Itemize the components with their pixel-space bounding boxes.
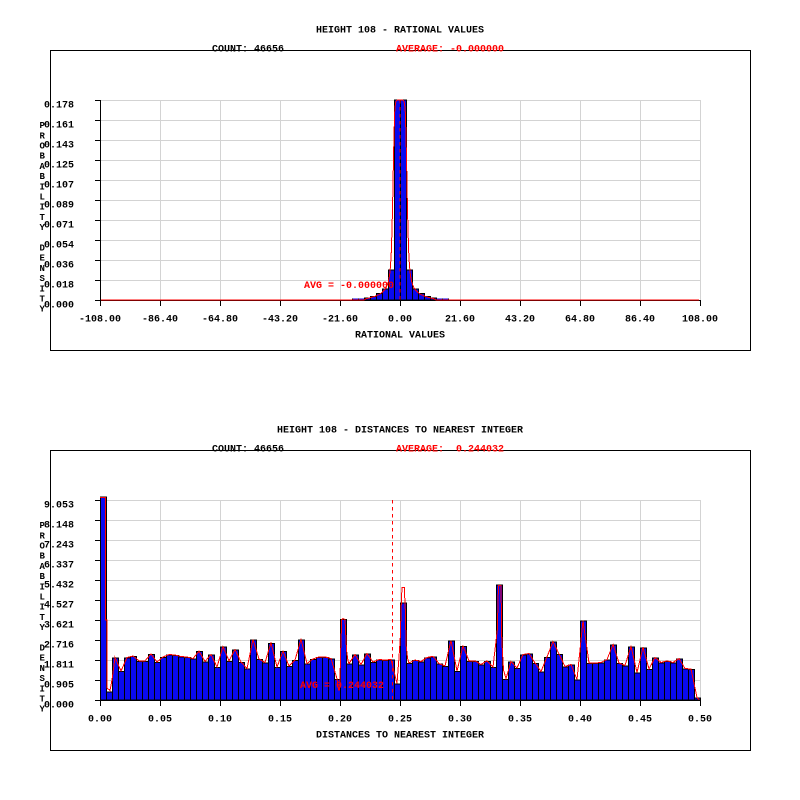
svg-text:I: I xyxy=(40,284,45,294)
svg-text:L: L xyxy=(40,193,45,203)
svg-text:T: T xyxy=(40,613,46,623)
svg-text:N: N xyxy=(40,264,45,274)
svg-text:O: O xyxy=(40,542,46,552)
svg-text:0.25: 0.25 xyxy=(388,715,412,726)
svg-text:AVG = -0.000000: AVG = -0.000000 xyxy=(304,281,394,292)
svg-text:D: D xyxy=(40,644,46,654)
svg-text:0.161: 0.161 xyxy=(44,121,74,132)
svg-text:RATIONAL VALUES: RATIONAL VALUES xyxy=(355,331,445,342)
svg-text:Y: Y xyxy=(40,223,46,233)
svg-text:0.50: 0.50 xyxy=(688,715,712,726)
svg-text:0.036: 0.036 xyxy=(44,261,74,272)
svg-text:I: I xyxy=(40,582,45,592)
svg-text:I: I xyxy=(40,182,45,192)
svg-text:AVERAGE: -0.000000: AVERAGE: -0.000000 xyxy=(396,45,504,56)
svg-text:0.000: 0.000 xyxy=(44,301,74,312)
svg-text:64.80: 64.80 xyxy=(565,315,595,326)
svg-text:0.45: 0.45 xyxy=(628,715,652,726)
svg-text:E: E xyxy=(40,654,46,664)
svg-text:S: S xyxy=(40,674,46,684)
svg-text:0.05: 0.05 xyxy=(148,715,172,726)
svg-text:DISTANCES TO NEAREST INTEGER: DISTANCES TO NEAREST INTEGER xyxy=(316,731,484,742)
svg-text:6.337: 6.337 xyxy=(44,561,74,572)
svg-text:0.143: 0.143 xyxy=(44,141,74,152)
svg-text:-64.80: -64.80 xyxy=(202,315,238,326)
svg-text:AVERAGE: 0.244032: AVERAGE: 0.244032 xyxy=(396,445,504,456)
svg-text:O: O xyxy=(40,142,46,152)
svg-text:T: T xyxy=(40,695,46,705)
svg-text:3.621: 3.621 xyxy=(44,621,74,632)
svg-text:A: A xyxy=(40,562,46,572)
svg-text:B: B xyxy=(40,172,46,182)
svg-text:8.148: 8.148 xyxy=(44,521,74,532)
svg-text:0.00: 0.00 xyxy=(388,315,412,326)
svg-text:0.054: 0.054 xyxy=(44,241,74,252)
svg-text:HEIGHT 108 - DISTANCES TO NEAR: HEIGHT 108 - DISTANCES TO NEAREST INTEGE… xyxy=(277,426,523,437)
svg-text:B: B xyxy=(40,552,46,562)
svg-text:Y: Y xyxy=(40,705,46,715)
svg-text:9.053: 9.053 xyxy=(44,501,74,512)
svg-text:86.40: 86.40 xyxy=(625,315,655,326)
svg-text:0.178: 0.178 xyxy=(44,101,74,112)
svg-text:0.15: 0.15 xyxy=(268,715,292,726)
svg-text:COUNT: 46656: COUNT: 46656 xyxy=(212,45,284,56)
svg-text:E: E xyxy=(40,254,46,264)
svg-text:0.30: 0.30 xyxy=(448,715,472,726)
svg-text:L: L xyxy=(40,593,45,603)
svg-text:Y: Y xyxy=(40,623,46,633)
svg-text:D: D xyxy=(40,244,46,254)
svg-text:-108.00: -108.00 xyxy=(79,315,121,326)
svg-text:COUNT: 46656: COUNT: 46656 xyxy=(212,445,284,456)
svg-text:0.018: 0.018 xyxy=(44,281,74,292)
svg-text:7.243: 7.243 xyxy=(44,541,74,552)
svg-text:108.00: 108.00 xyxy=(682,315,718,326)
svg-text:HEIGHT 108 - RATIONAL VALUES: HEIGHT 108 - RATIONAL VALUES xyxy=(316,26,484,37)
svg-text:I: I xyxy=(40,684,45,694)
svg-text:0.071: 0.071 xyxy=(44,221,74,232)
svg-text:T: T xyxy=(40,213,46,223)
svg-text:0.000: 0.000 xyxy=(44,701,74,712)
svg-text:0.107: 0.107 xyxy=(44,181,74,192)
svg-text:0.10: 0.10 xyxy=(208,715,232,726)
svg-text:-86.40: -86.40 xyxy=(142,315,178,326)
svg-text:4.527: 4.527 xyxy=(44,601,74,612)
svg-text:-43.20: -43.20 xyxy=(262,315,298,326)
svg-text:N: N xyxy=(40,664,45,674)
svg-text:T: T xyxy=(40,295,46,305)
svg-text:2.716: 2.716 xyxy=(44,641,74,652)
svg-text:A: A xyxy=(40,162,46,172)
svg-text:R: R xyxy=(40,131,46,141)
svg-text:S: S xyxy=(40,274,46,284)
svg-text:Y: Y xyxy=(40,305,46,315)
svg-text:0.35: 0.35 xyxy=(508,715,532,726)
svg-text:B: B xyxy=(40,152,46,162)
svg-text:0.905: 0.905 xyxy=(44,681,74,692)
svg-text:0.20: 0.20 xyxy=(328,715,352,726)
svg-text:-21.60: -21.60 xyxy=(322,315,358,326)
svg-text:I: I xyxy=(40,603,45,613)
svg-text:1.811: 1.811 xyxy=(44,661,74,672)
svg-text:0.40: 0.40 xyxy=(568,715,592,726)
svg-text:0.089: 0.089 xyxy=(44,201,74,212)
svg-text:AVG = 0.244032: AVG = 0.244032 xyxy=(300,681,384,692)
svg-text:43.20: 43.20 xyxy=(505,315,535,326)
svg-text:R: R xyxy=(40,531,46,541)
svg-text:0.125: 0.125 xyxy=(44,161,74,172)
svg-text:B: B xyxy=(40,572,46,582)
svg-text:I: I xyxy=(40,203,45,213)
svg-text:P: P xyxy=(40,521,46,531)
svg-text:P: P xyxy=(40,121,46,131)
svg-text:5.432: 5.432 xyxy=(44,581,74,592)
svg-text:0.00: 0.00 xyxy=(88,715,112,726)
svg-text:21.60: 21.60 xyxy=(445,315,475,326)
